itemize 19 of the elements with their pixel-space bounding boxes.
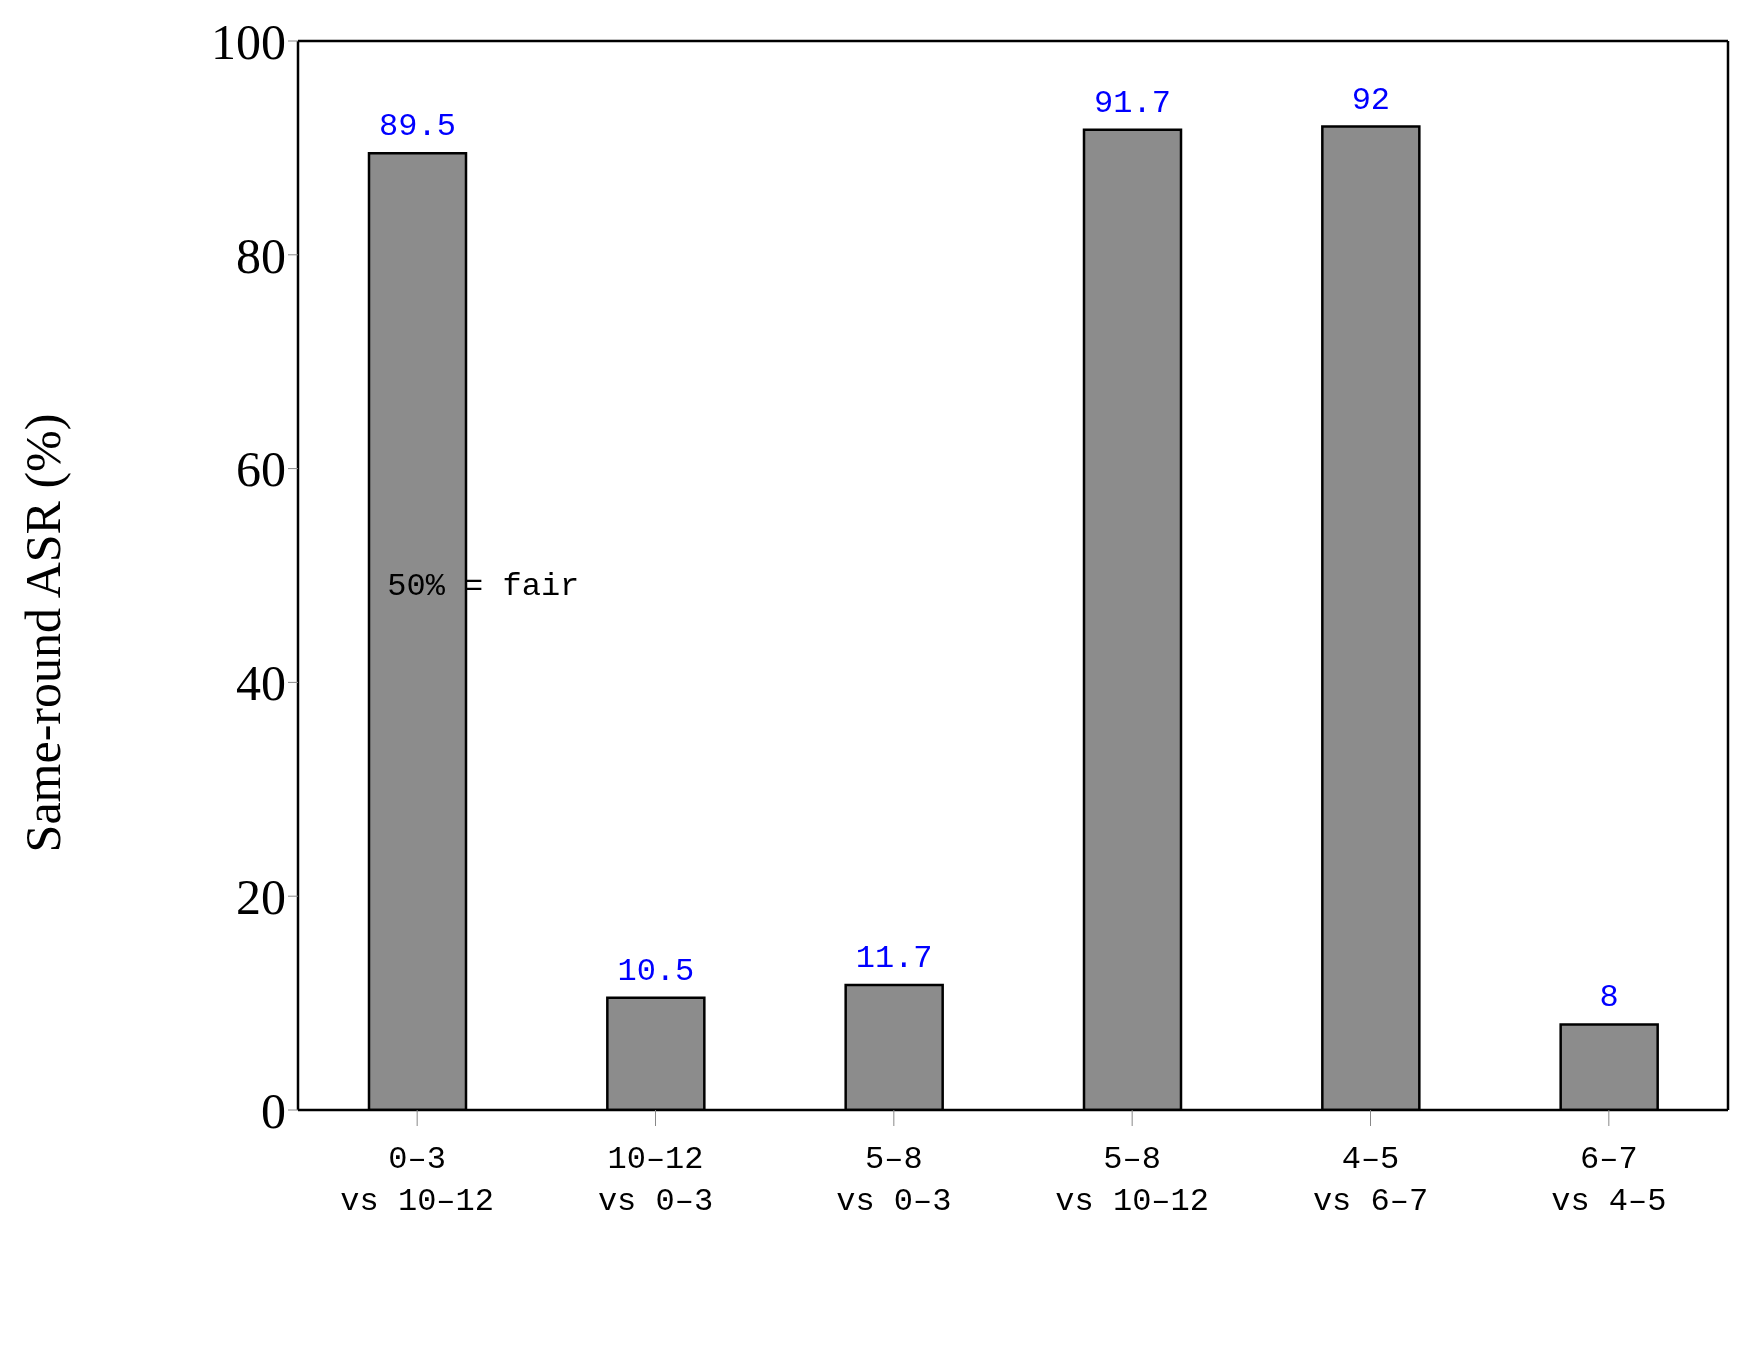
y-tick-label: 60 [236, 441, 286, 498]
y-tick-label: 80 [236, 227, 286, 284]
y-tick-label: 100 [211, 13, 286, 70]
y-tick-label: 40 [236, 655, 286, 712]
x-tick-label: 5–8 vs 10–12 [1055, 1141, 1209, 1220]
x-tick-label: 0–3 vs 10–12 [340, 1141, 494, 1220]
data-label: 11.7 [855, 939, 933, 977]
x-tick-label: 5–8 vs 0–3 [836, 1141, 952, 1220]
data-label: 89.5 [379, 108, 456, 146]
data-label: 8 [1599, 979, 1619, 1017]
y-tick-label: 20 [236, 868, 286, 925]
x-tick-label: 10–12 vs 0–3 [597, 1141, 714, 1220]
x-tick-label: 6–7 vs 4–5 [1551, 1141, 1667, 1220]
y-axis-title: Same-round ASR (%) [14, 413, 72, 853]
data-label: 10.5 [617, 952, 695, 990]
y-tick-label: 0 [261, 1082, 286, 1139]
x-tick-label: 4–5 vs 6–7 [1312, 1141, 1429, 1220]
data-label: 92 [1351, 81, 1391, 119]
data-label: 91.7 [1094, 84, 1171, 122]
